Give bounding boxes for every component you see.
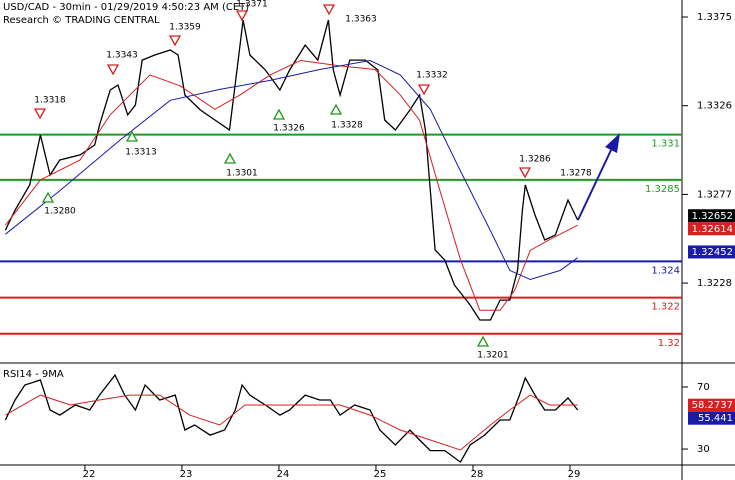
level-label: 1.331 [651,139,680,150]
last-value-box [688,222,735,236]
high-label: 1.3343 [106,51,138,61]
level-label: 1.3285 [645,184,680,195]
last-value-label: 58.2737 [692,400,733,411]
high-label: 1.3318 [34,96,66,106]
rsi-title: RSI14 - 9MA [3,369,64,380]
x-tick-label: 29 [568,469,581,480]
low-label: 1.3328 [331,121,363,131]
forecast-arrow [577,147,613,221]
forecast-arrowhead [605,133,620,153]
series-line [4,19,579,321]
low-label: 1.3301 [226,169,258,179]
high-marker [322,4,336,16]
level-label: 1.32 [658,338,680,349]
last-value-box [688,398,735,412]
y-tick-label: 70 [697,382,710,393]
y-tick-label: 1.3277 [697,189,732,200]
x-tick-label: 22 [83,469,96,480]
low-marker [41,191,55,203]
low-label: 1.3201 [477,351,509,361]
high-label: 1.3286 [519,155,551,165]
credit: Research © TRADING CENTRAL [3,15,160,26]
x-tick-label: 24 [277,469,290,480]
low-marker [223,152,237,164]
low-marker [272,108,286,120]
high-marker [417,84,431,96]
last-value-box [688,209,735,223]
low-marker [329,103,343,115]
level-label: 1.322 [651,302,680,313]
last-value-label: 1.32614 [692,224,733,235]
high-label: 1.3332 [416,71,448,81]
x-tick-label: 25 [374,469,387,480]
low-label: 1.3326 [273,124,305,134]
high-marker [168,35,182,47]
last-value-box [688,245,735,259]
last-value-box [688,411,735,425]
series-line [5,394,578,451]
last-value-label: 1.32652 [692,211,733,222]
low-label: 1.3313 [125,148,157,158]
low-label: 1.3280 [44,207,76,217]
last-value-label: 55.441 [698,413,733,424]
y-tick-label: 1.3375 [697,12,732,23]
low-marker [476,335,490,347]
high-marker [518,167,532,179]
high-marker [33,108,47,120]
high-label: 1.3371 [236,0,268,10]
series-line [5,59,578,311]
y-tick-label: 1.3228 [697,278,732,289]
high-label: 1.3278 [560,169,592,179]
last-value-label: 1.32452 [692,247,733,258]
x-tick-label: 28 [471,469,484,480]
chart-title: USD/CAD - 30min - 01/29/2019 4:50:23 AM … [3,2,249,13]
high-label: 1.3363 [345,15,377,25]
low-marker [125,130,139,142]
high-marker [235,10,249,22]
high-label: 1.3359 [169,23,201,33]
high-marker [106,64,120,76]
y-tick-label: 1.3326 [697,101,732,112]
series-line [4,373,579,464]
y-tick-label: 30 [697,444,710,455]
series-line [5,59,578,281]
level-label: 1.324 [651,265,680,276]
x-tick-label: 23 [180,469,193,480]
